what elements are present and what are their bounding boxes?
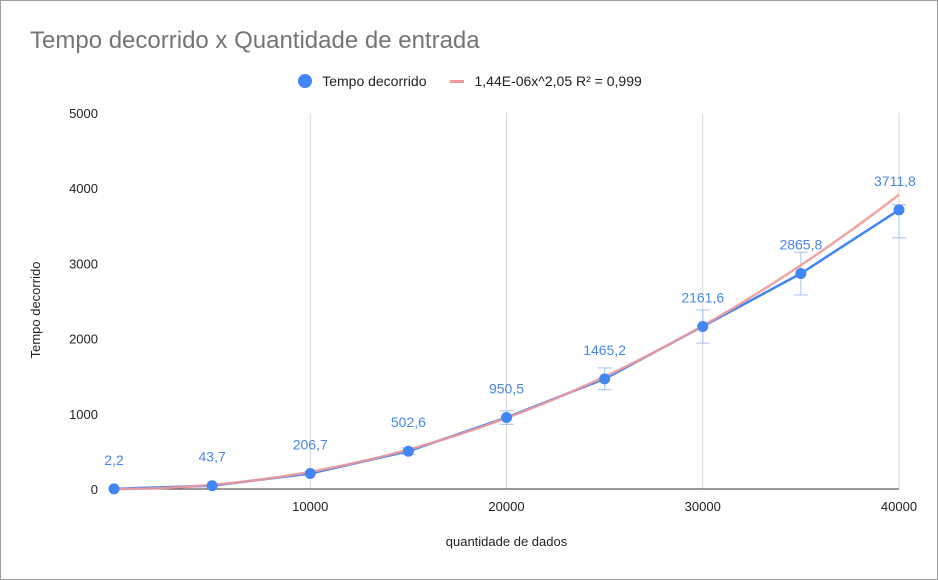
data-point <box>795 267 807 279</box>
data-point <box>697 320 709 332</box>
y-tick-label: 0 <box>91 482 98 497</box>
y-axis-title: Tempo decorrido <box>28 262 43 359</box>
legend-series-label: Tempo decorrido <box>322 73 427 89</box>
data-point <box>599 373 611 385</box>
x-tick-label: 10000 <box>292 499 328 514</box>
data-label: 2,2 <box>104 452 124 468</box>
legend: Tempo decorrido 1,44E-06x^2,05 R² = 0,99… <box>1 69 938 93</box>
data-label: 502,6 <box>391 414 426 430</box>
y-tick-label: 4000 <box>69 181 98 196</box>
x-tick-label: 20000 <box>488 499 524 514</box>
data-label: 2161,6 <box>681 289 724 305</box>
data-label: 206,7 <box>293 436 328 452</box>
legend-trendline-marker <box>450 79 465 83</box>
data-label: 1465,2 <box>583 342 626 358</box>
y-tick-label: 2000 <box>69 332 98 347</box>
data-label: 43,7 <box>199 449 226 465</box>
x-tick-label: 40000 <box>881 499 917 514</box>
x-tick-label: 30000 <box>685 499 721 514</box>
data-point <box>304 467 316 479</box>
data-point <box>893 204 905 216</box>
chart-title: Tempo decorrido x Quantidade de entrada <box>30 27 480 54</box>
data-point <box>501 412 512 424</box>
data-label: 3711,8 <box>874 173 916 189</box>
legend-series-marker <box>298 74 313 88</box>
data-point <box>206 480 218 492</box>
data-label: 950,5 <box>489 381 524 397</box>
legend-item-series[interactable]: Tempo decorrido <box>298 73 426 89</box>
y-tick-label: 1000 <box>69 407 98 422</box>
y-tick-label: 3000 <box>69 256 98 271</box>
legend-trendline-label: 1,44E-06x^2,05 R² = 0,999 <box>474 73 642 89</box>
y-tick-label: 5000 <box>69 106 98 121</box>
data-label: 2865,8 <box>779 236 822 252</box>
data-point <box>402 445 414 457</box>
x-axis-title: quantidade de dados <box>446 534 568 549</box>
legend-item-trendline[interactable]: 1,44E-06x^2,05 R² = 0,999 <box>450 73 642 89</box>
data-point <box>108 483 120 495</box>
